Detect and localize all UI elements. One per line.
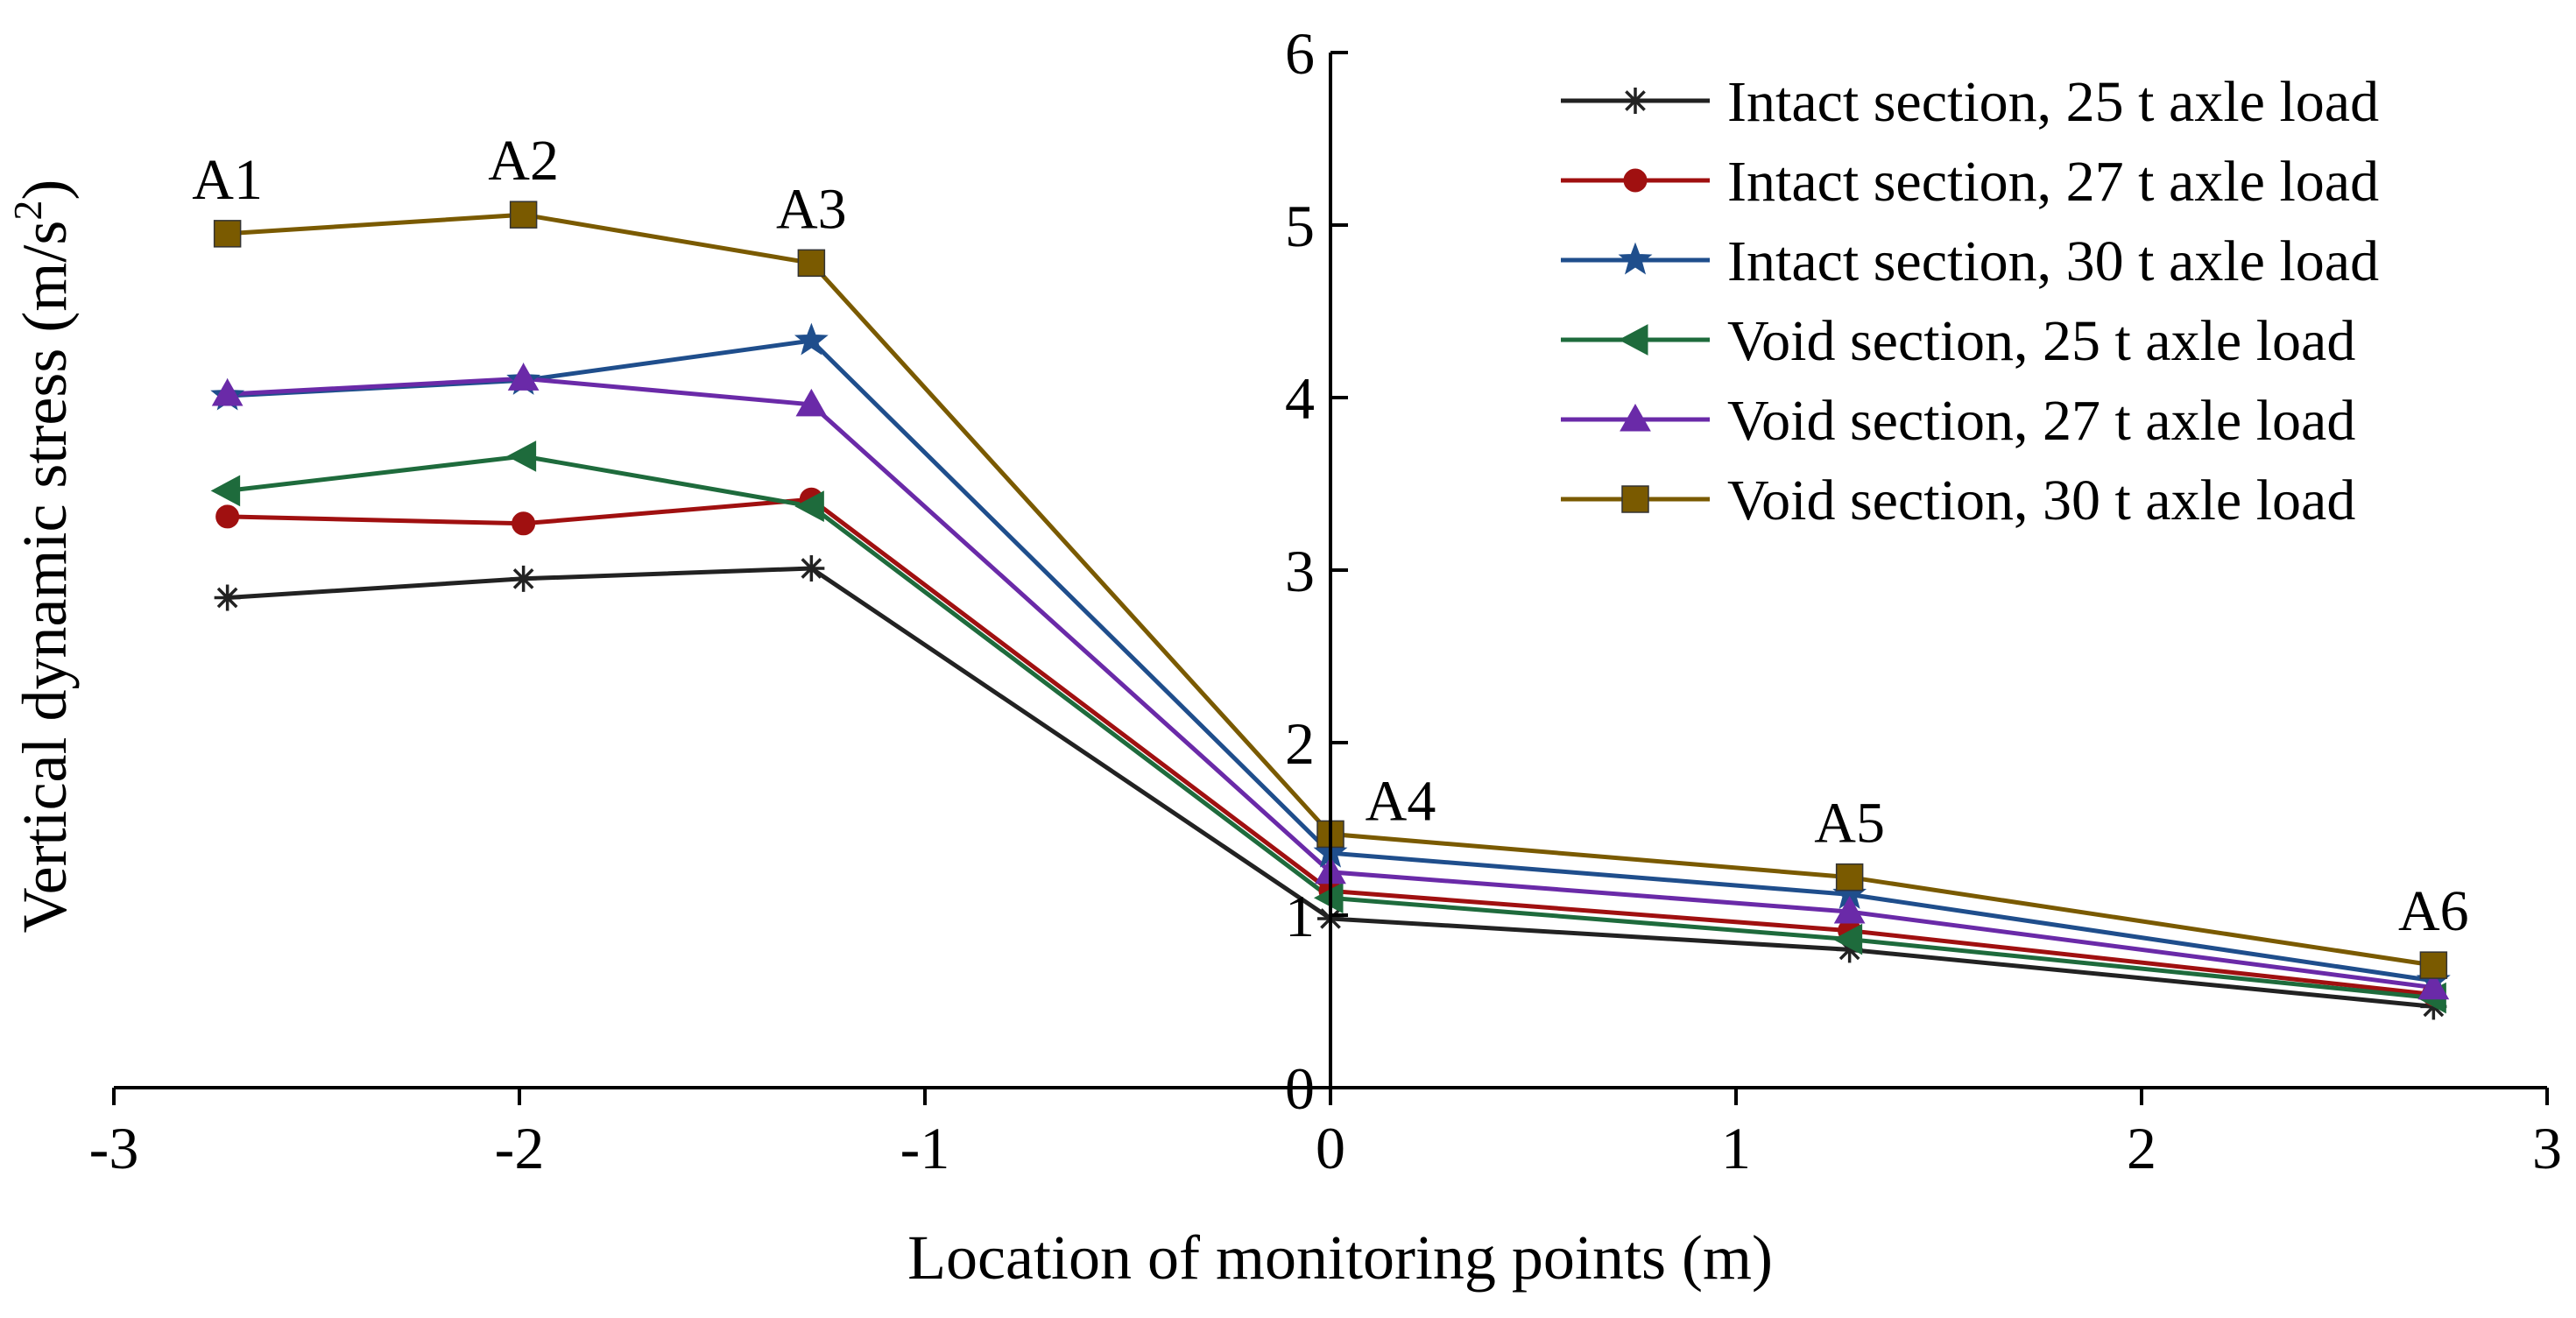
legend: Intact section, 25 t axle load Intact sec… bbox=[1561, 70, 2379, 532]
legend-entry-4: Void section, 25 t axle load bbox=[1561, 309, 2355, 373]
data-point-s3-p3 bbox=[794, 322, 829, 356]
legend-swatch-marker bbox=[1618, 324, 1648, 356]
legend-swatch-marker bbox=[1618, 242, 1653, 275]
y-tick-label: 0 bbox=[1285, 1055, 1315, 1122]
y-tick-label: 3 bbox=[1285, 538, 1315, 604]
y-axis-title-main: Vertical dynamic stress (m/s bbox=[10, 221, 80, 934]
data-point-s2-p1 bbox=[215, 504, 240, 529]
x-axis-title: Location of monitoring points (m) bbox=[907, 1223, 1773, 1293]
y-axis-title-superscript: 2 bbox=[5, 201, 50, 221]
legend-entry-3: Intact section, 30 t axle load bbox=[1561, 229, 2379, 293]
legend-swatch-marker bbox=[1622, 88, 1648, 114]
series-line-2 bbox=[227, 497, 2434, 997]
data-point-s6-p6 bbox=[2419, 951, 2448, 979]
legend-entry-5: Void section, 27 t axle load bbox=[1561, 389, 2355, 453]
legend-label: Intact section, 30 t axle load bbox=[1727, 229, 2379, 293]
x-tick-label: 0 bbox=[1316, 1115, 1345, 1181]
point-label-a3: A3 bbox=[776, 177, 847, 241]
x-tick-label: -2 bbox=[495, 1115, 545, 1181]
series-line-1 bbox=[227, 566, 2434, 1009]
data-point-s4-p5 bbox=[1832, 923, 1863, 955]
data-point-s2-p2 bbox=[512, 511, 536, 536]
series-line-4 bbox=[227, 454, 2434, 1001]
series-line-6 bbox=[227, 212, 2434, 968]
y-tick-label: 4 bbox=[1285, 365, 1315, 432]
x-tick-label: -1 bbox=[900, 1115, 950, 1181]
legend-entry-6: Void section, 30 t axle load bbox=[1561, 469, 2355, 532]
point-label-a6: A6 bbox=[2398, 879, 2469, 943]
legend-label: Intact section, 27 t axle load bbox=[1727, 150, 2379, 214]
y-tick-label: 2 bbox=[1285, 710, 1315, 777]
legend-entry-2: Intact section, 27 t axle load bbox=[1561, 150, 2379, 214]
data-point-s5-p5 bbox=[1833, 896, 1866, 924]
x-tick-label: 1 bbox=[1721, 1115, 1751, 1181]
y-tick-label: 1 bbox=[1285, 883, 1315, 949]
legend-label: Void section, 30 t axle load bbox=[1727, 469, 2355, 532]
legend-swatch-marker bbox=[1620, 403, 1651, 432]
data-point-s6-p3 bbox=[797, 249, 826, 278]
legend-entry-1: Intact section, 25 t axle load bbox=[1561, 70, 2379, 134]
x-tick-label: -3 bbox=[89, 1115, 139, 1181]
axes: -3 -2 -1 0 1 2 3 0 1 2 3 4 5 6 bbox=[89, 20, 2562, 1181]
x-tick-label: 2 bbox=[2127, 1115, 2156, 1181]
series-lines bbox=[227, 212, 2434, 1009]
point-label-a1: A1 bbox=[192, 148, 263, 212]
data-point-s1-p1 bbox=[214, 584, 241, 611]
point-labels: A1 A2 A3 A4 A5 A6 bbox=[192, 129, 2468, 943]
data-point-s4-p1 bbox=[210, 475, 241, 507]
data-point-s4-p3 bbox=[794, 490, 824, 522]
y-axis-title-close: ) bbox=[10, 180, 80, 201]
legend-label: Intact section, 25 t axle load bbox=[1727, 70, 2379, 134]
y-axis-title: Vertical dynamic stress (m/s2) bbox=[5, 180, 80, 934]
y-tick-label: 6 bbox=[1285, 20, 1315, 87]
point-label-a5: A5 bbox=[1814, 792, 1885, 856]
data-point-s6-p1 bbox=[213, 220, 242, 248]
data-point-s6-p5 bbox=[1835, 863, 1864, 892]
point-label-a2: A2 bbox=[488, 129, 559, 193]
legend-label: Void section, 25 t axle load bbox=[1727, 309, 2355, 373]
data-point-s1-p3 bbox=[798, 555, 825, 582]
legend-label: Void section, 27 t axle load bbox=[1727, 389, 2355, 453]
data-point-s5-p6 bbox=[2417, 971, 2450, 1000]
point-label-a4: A4 bbox=[1366, 769, 1436, 833]
data-point-s1-p2 bbox=[510, 565, 537, 592]
data-point-s6-p2 bbox=[509, 201, 538, 229]
data-point-s5-p2 bbox=[507, 363, 540, 391]
data-point-s5-p3 bbox=[795, 388, 828, 417]
y-tick-label: 5 bbox=[1285, 193, 1315, 259]
data-point-s4-p2 bbox=[506, 441, 537, 472]
x-tick-label: 3 bbox=[2532, 1115, 2562, 1181]
legend-swatch-marker bbox=[1623, 168, 1648, 193]
legend-swatch-marker bbox=[1621, 485, 1649, 513]
data-point-s5-p1 bbox=[211, 378, 243, 406]
series-line-5 bbox=[227, 376, 2434, 990]
